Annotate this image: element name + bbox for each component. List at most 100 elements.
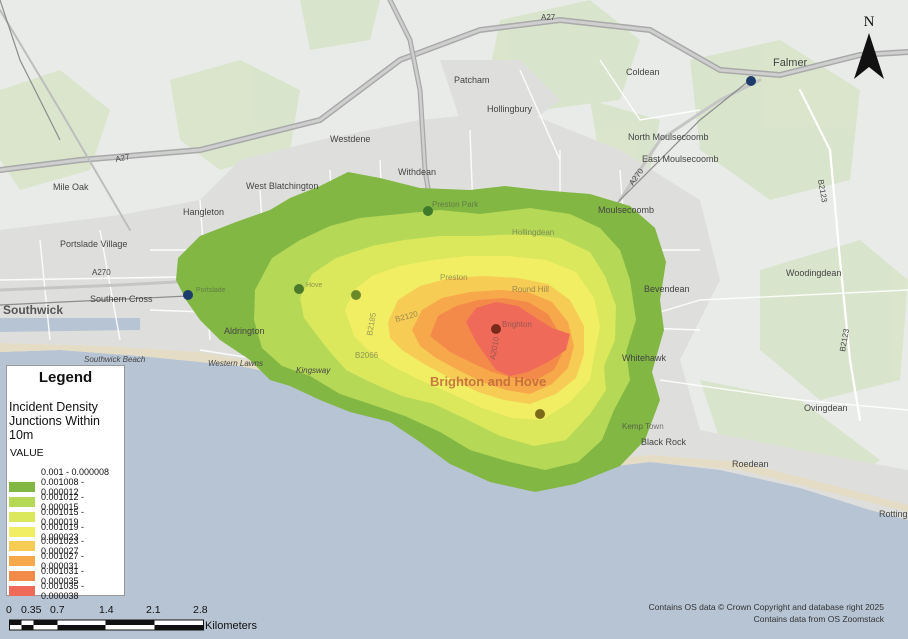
label-hove: Hove bbox=[306, 282, 322, 289]
legend-swatch bbox=[9, 467, 35, 478]
label-brighton: Brighton bbox=[502, 320, 532, 329]
legend-swatch bbox=[9, 556, 35, 567]
label-a2010: A2010 bbox=[488, 335, 501, 360]
legend-swatch bbox=[9, 526, 35, 537]
label-hangleton: Hangleton bbox=[183, 207, 224, 217]
scale-tick-label: 2.1 bbox=[146, 604, 161, 616]
station-icon bbox=[746, 76, 756, 86]
label-falmer: Falmer bbox=[773, 57, 808, 69]
label-woodingdean: Woodingdean bbox=[786, 268, 841, 278]
label-roedean: Roedean bbox=[732, 459, 769, 469]
legend-class-row: 0.001015 - 0.000019 bbox=[9, 506, 124, 527]
legend-class-row: 0.001 - 0.000008 bbox=[9, 465, 124, 480]
label-brighton-and-hove: Brighton and Hove bbox=[430, 374, 546, 389]
legend-class-label: 0.001015 - 0.000019 bbox=[41, 506, 85, 527]
density-class-9 bbox=[466, 302, 570, 376]
station-icon bbox=[535, 409, 545, 419]
legend-class-label: 0.001031 - 0.000035 bbox=[41, 565, 85, 586]
label-western-lawns: Western Lawns bbox=[208, 359, 263, 368]
legend-swatch bbox=[9, 570, 35, 581]
attribution: Contains OS data © Crown Copyright and d… bbox=[649, 601, 884, 625]
label-ovingdean: Ovingdean bbox=[804, 403, 848, 413]
legend-class-row: 0.001023 - 0.000027 bbox=[9, 536, 124, 557]
legend-class-row: 0.001012 - 0.000015 bbox=[9, 492, 124, 512]
legend-class-label: 0.001008 - 0.000012 bbox=[41, 477, 85, 498]
scale-tick-label: 0 bbox=[6, 604, 12, 616]
legend-classes: 0.001 - 0.000008 0.001008 - 0.000012 0.001… bbox=[7, 465, 124, 601]
label-whitehawk: Whitehawk bbox=[622, 353, 667, 363]
legend-swatch bbox=[9, 585, 35, 596]
scale-bar-graphic bbox=[9, 619, 204, 631]
north-arrow: N bbox=[850, 14, 888, 88]
legend-class-row: 0.001019 - 0.000023 bbox=[9, 521, 124, 542]
label-a27: A27 bbox=[541, 13, 556, 22]
label-hollingbury: Hollingbury bbox=[487, 104, 533, 114]
road-labels: A27 A27 A270 A270 B2123 B2123 B2120 B218… bbox=[92, 13, 851, 360]
sea bbox=[0, 350, 908, 639]
north-arrow-icon bbox=[854, 33, 884, 79]
label-preston-park: Preston Park bbox=[432, 200, 479, 209]
label-moulsecoomb: Moulsecoomb bbox=[598, 205, 654, 215]
label-round-hill: Round Hill bbox=[512, 285, 549, 294]
legend-class-row: 0.001031 - 0.000035 bbox=[9, 565, 124, 586]
legend-value-header: VALUE bbox=[10, 447, 44, 459]
place-labels: Falmer Patcham Coldean Hollingbury Westd… bbox=[3, 57, 908, 519]
label-rottingdean: Rotting bbox=[879, 509, 908, 519]
label-southwick: Southwick bbox=[3, 303, 63, 317]
label-b2185: B2185 bbox=[365, 311, 378, 336]
label-b2123b: B2123 bbox=[838, 327, 851, 352]
legend-class-label: 0.001 - 0.000008 bbox=[41, 467, 110, 478]
label-black-rock: Black Rock bbox=[641, 437, 687, 447]
label-southern-cross: Southern Cross bbox=[90, 294, 153, 304]
legend-class-label: 0.001019 - 0.000023 bbox=[41, 521, 85, 542]
label-b2066: B2066 bbox=[355, 351, 379, 360]
station-icon bbox=[294, 284, 304, 294]
attribution-line-1: Contains OS data © Crown Copyright and d… bbox=[648, 602, 884, 612]
station-icon bbox=[183, 290, 193, 300]
legend-swatch bbox=[9, 482, 35, 493]
label-a270: A270 bbox=[92, 268, 111, 277]
station-icon bbox=[423, 206, 433, 216]
station-icons bbox=[183, 76, 756, 419]
label-east-moulsecoomb: East Moulsecoomb bbox=[642, 154, 719, 164]
legend-title: Legend bbox=[38, 369, 93, 386]
label-kemp-town: Kemp Town bbox=[622, 422, 664, 431]
label-bevendean: Bevendean bbox=[644, 284, 690, 294]
scale-tick-label: 1.4 bbox=[99, 604, 114, 616]
label-aldrington: Aldrington bbox=[224, 326, 265, 336]
scale-tick-label: 0.35 bbox=[21, 604, 42, 616]
attribution-line-2: Contains data from OS Zoomstack bbox=[753, 614, 884, 624]
major-roads bbox=[0, 0, 908, 422]
legend-class-row: 0.001035 - 0.000038 bbox=[9, 580, 124, 601]
label-patcham: Patcham bbox=[454, 75, 490, 85]
station-icon bbox=[491, 324, 501, 334]
label-withdean: Withdean bbox=[398, 167, 436, 177]
legend-class-label: 0.001035 - 0.000038 bbox=[41, 580, 85, 601]
label-preston: Preston bbox=[440, 273, 468, 282]
legend-subtitle: Incident Density Junctions Within 10m bbox=[9, 400, 101, 442]
label-mile-oak: Mile Oak bbox=[53, 182, 89, 192]
label-west-blatchington: West Blatchington bbox=[246, 181, 318, 191]
shoreham-harbour bbox=[0, 318, 140, 332]
label-kingsway: Kingsway bbox=[296, 366, 331, 375]
label-b2123: B2123 bbox=[816, 179, 829, 204]
label-portslade: Portslade bbox=[196, 287, 226, 294]
legend-class-row: 0.001008 - 0.000012 bbox=[9, 477, 124, 498]
legend-class-label: 0.001012 - 0.000015 bbox=[41, 492, 85, 512]
scale-bar: 0 0.35 0.7 1.4 2.1 2.8 Kilometers bbox=[6, 604, 266, 634]
legend-class-label: 0.001023 - 0.000027 bbox=[41, 536, 85, 557]
label-north-moulsecoomb: North Moulsecoomb bbox=[628, 132, 709, 142]
legend-swatch bbox=[9, 541, 35, 552]
scale-tick-label: 2.8 bbox=[193, 604, 208, 616]
label-coldean: Coldean bbox=[626, 67, 660, 77]
label-a27b: A27 bbox=[115, 152, 131, 164]
label-hollingdean: Hollingdean bbox=[512, 228, 554, 237]
north-label: N bbox=[863, 14, 875, 30]
label-westdene: Westdene bbox=[330, 134, 370, 144]
legend-class-label: 0.001027 - 0.000031 bbox=[41, 551, 85, 572]
label-southwick-beach: Southwick Beach bbox=[84, 355, 146, 364]
station-icon bbox=[351, 290, 361, 300]
legend-swatch bbox=[9, 511, 35, 522]
scale-unit: Kilometers bbox=[205, 620, 257, 632]
